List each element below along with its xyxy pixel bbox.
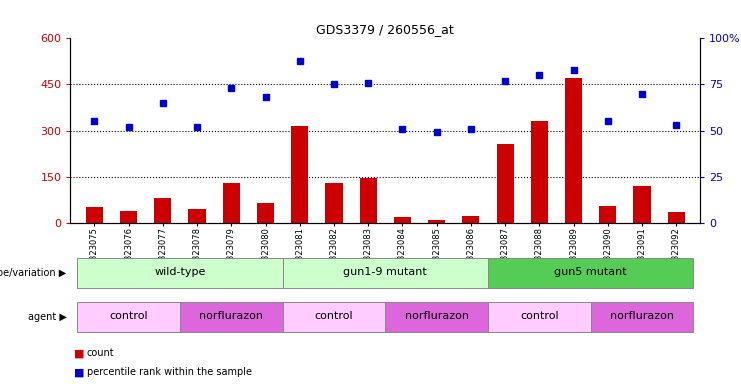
Text: norflurazon: norflurazon	[610, 311, 674, 321]
Bar	[496, 144, 514, 223]
Bar	[291, 126, 308, 223]
Bar	[359, 178, 376, 223]
Title: GDS3379 / 260556_at: GDS3379 / 260556_at	[316, 23, 454, 36]
Text: ■: ■	[74, 348, 84, 358]
Bar	[565, 78, 582, 223]
Text: control: control	[520, 311, 559, 321]
Bar	[462, 216, 479, 223]
Text: gun1-9 mutant: gun1-9 mutant	[343, 267, 428, 277]
Text: percentile rank within the sample: percentile rank within the sample	[87, 367, 252, 377]
Bar	[591, 302, 694, 332]
Bar	[282, 258, 488, 288]
Bar	[77, 258, 282, 288]
Bar	[223, 183, 240, 223]
Bar	[257, 203, 274, 223]
Text: gun5 mutant: gun5 mutant	[554, 267, 627, 277]
Bar	[634, 186, 651, 223]
Bar	[394, 217, 411, 223]
Bar	[531, 121, 548, 223]
Bar	[120, 211, 137, 223]
Bar	[282, 302, 385, 332]
Bar	[488, 258, 694, 288]
Text: count: count	[87, 348, 114, 358]
Bar	[668, 212, 685, 223]
Text: control: control	[109, 311, 148, 321]
Text: norflurazon: norflurazon	[199, 311, 263, 321]
Bar	[599, 206, 617, 223]
Text: ■: ■	[74, 367, 84, 377]
Bar	[180, 302, 282, 332]
Bar	[428, 220, 445, 223]
Text: wild-type: wild-type	[154, 267, 205, 277]
Bar	[86, 207, 103, 223]
Bar	[188, 209, 205, 223]
Text: norflurazon: norflurazon	[405, 311, 468, 321]
Bar	[77, 302, 180, 332]
Bar	[154, 198, 171, 223]
Bar	[385, 302, 488, 332]
Text: genotype/variation ▶: genotype/variation ▶	[0, 268, 67, 278]
Text: control: control	[315, 311, 353, 321]
Text: agent ▶: agent ▶	[28, 312, 67, 322]
Bar	[325, 183, 342, 223]
Bar	[488, 302, 591, 332]
